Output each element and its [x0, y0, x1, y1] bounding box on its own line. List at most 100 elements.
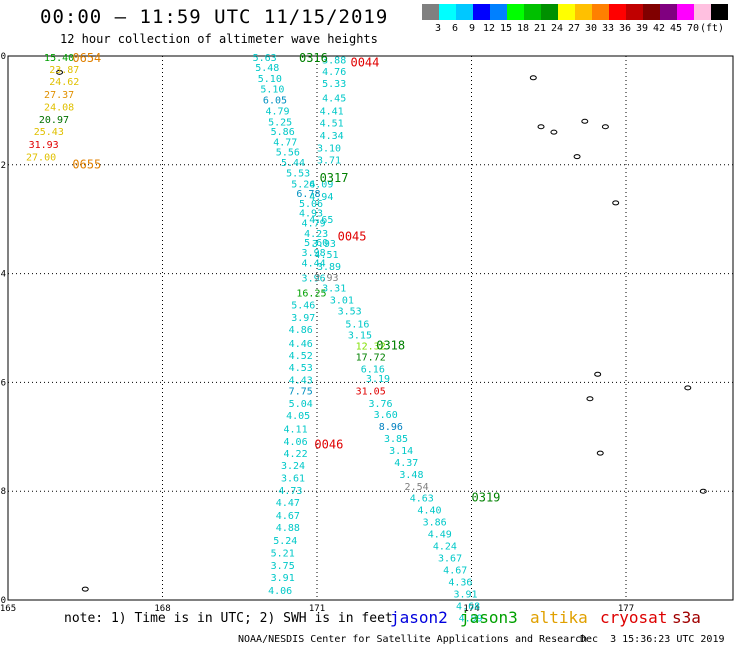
swh-value: 3.76	[369, 399, 393, 410]
legend-label: 9	[468, 23, 476, 34]
swh-value: 4.41	[320, 106, 344, 117]
satellite-altika: altika	[530, 608, 588, 627]
swh-value: 4.45	[322, 93, 346, 104]
swh-value: 3.91	[271, 573, 295, 584]
swh-value: 5.56	[276, 148, 300, 159]
swh-value: 3.01	[330, 296, 354, 307]
swh-value: 5.48	[255, 63, 279, 74]
swh-value: 27.37	[44, 90, 74, 101]
satellite-jason2: jason2	[390, 608, 448, 627]
swh-value: 5.53	[286, 168, 310, 179]
swh-value: 4.68	[456, 601, 480, 612]
swh-value: 4.46	[289, 339, 313, 350]
swh-value: 4.51	[320, 118, 344, 129]
swh-value: 5.46	[291, 301, 315, 312]
page-title: 00:00 – 11:59 UTC 11/15/2019	[40, 6, 389, 28]
legend-swatch	[490, 4, 507, 20]
swh-value: 24.62	[49, 77, 79, 88]
axis-tick-labels: 165 168 171 174 177 0 -2 -4 -6 -8 -10	[0, 52, 634, 614]
swh-value: 3.86	[423, 518, 447, 529]
swh-value: 4.93	[299, 209, 323, 220]
swh-value: 3.19	[366, 374, 390, 385]
swh-value: 5.86	[271, 127, 295, 138]
swh-value: 4.37	[394, 458, 418, 469]
swh-value: 3.97	[291, 313, 315, 324]
legend-label: 6	[451, 23, 459, 34]
swh-value: 3.67	[438, 554, 462, 565]
swh-value: 4.79	[302, 218, 326, 229]
island-outline	[581, 118, 589, 124]
units-note: note: 1) Time is in UTC; 2) SWH is in fe…	[64, 611, 393, 626]
legend-swatch	[558, 4, 575, 20]
legend-swatch	[643, 4, 660, 20]
island-outline	[56, 69, 63, 75]
swh-value: 4.67	[276, 511, 300, 522]
swh-value: 4.99	[459, 613, 483, 624]
legend-swatch	[473, 4, 490, 20]
legend-label: 15	[499, 23, 513, 34]
pass-time: 0045	[338, 230, 367, 244]
swh-value: 4.52	[289, 351, 313, 362]
swh-value: 4.79	[266, 106, 290, 117]
satellite-cryosat: cryosat	[600, 608, 668, 627]
swh-value: 4.88	[276, 523, 300, 534]
swh-value: 5.25	[268, 117, 292, 128]
swh-value: 4.94	[309, 192, 333, 203]
island-outline	[594, 371, 602, 377]
lat-tick-label: -10	[0, 596, 6, 606]
swh-value: 4.53	[289, 363, 313, 374]
swh-value: 5.26	[291, 179, 315, 190]
swh-value: 31.93	[29, 140, 59, 151]
island-outline	[537, 124, 545, 130]
swh-value: 6.05	[263, 96, 287, 107]
pass-time: 0654	[72, 51, 101, 65]
swh-value: 4.86	[289, 325, 313, 336]
pass-time: 0317	[320, 171, 349, 185]
swh-value: 8.96	[379, 422, 403, 433]
lat-tick-label: -2	[0, 161, 6, 171]
legend-label: (ft)	[700, 23, 725, 34]
island-outline	[586, 396, 594, 402]
swh-value: 5.33	[322, 79, 346, 90]
island-outline	[529, 75, 537, 81]
pass-time: 0316	[299, 51, 328, 65]
swh-value: 3.14	[389, 446, 413, 457]
island-outline	[81, 586, 89, 592]
lon-tick-label: 174	[463, 604, 479, 614]
islands-layer	[56, 69, 707, 592]
swh-value: 4.77	[273, 137, 297, 148]
lat-tick-label: 0	[1, 52, 6, 62]
lon-tick-label: 171	[309, 604, 325, 614]
swh-value: 25.43	[34, 127, 64, 138]
pass-time: 0655	[72, 158, 101, 172]
legend-label: 18	[516, 23, 530, 34]
swh-value: 17.72	[356, 352, 386, 363]
legend-swatch	[439, 4, 456, 20]
swh-value: 4.06	[268, 586, 292, 597]
lat-tick-label: -6	[0, 378, 6, 388]
legend-swatch	[456, 4, 473, 20]
credit-line: NOAA/NESDIS Center for Satellite Applica…	[238, 634, 588, 645]
swh-value: 4.73	[278, 486, 302, 497]
legend-swatch	[524, 4, 541, 20]
swh-value: 4.05	[286, 411, 310, 422]
swh-value: 4.09	[309, 179, 333, 190]
swh-value: 4.40	[417, 506, 441, 517]
legend-swatch	[592, 4, 609, 20]
pass-time: 0044	[350, 55, 379, 69]
swh-value: 3.93	[312, 239, 336, 250]
swh-value: 4.63	[410, 494, 434, 505]
swh-value: 3.75	[271, 561, 295, 572]
legend-label: 45	[669, 23, 683, 34]
swh-value: 5.10	[258, 74, 282, 85]
swh-value: 31.05	[356, 387, 386, 398]
swh-value: 4.67	[443, 566, 467, 577]
swh-value: 3.98	[302, 248, 326, 259]
swh-value: 3.85	[384, 434, 408, 445]
swh-value: 3.31	[322, 284, 346, 295]
satellite-s3a: s3a	[672, 608, 701, 627]
swh-value: 3.15	[348, 331, 372, 342]
swh-value: 15.40	[44, 53, 74, 64]
island-outline	[601, 124, 609, 130]
pass-time-labels: 0654 0655 0316 0044 0317 0045 0318 0046 0319	[72, 51, 500, 505]
